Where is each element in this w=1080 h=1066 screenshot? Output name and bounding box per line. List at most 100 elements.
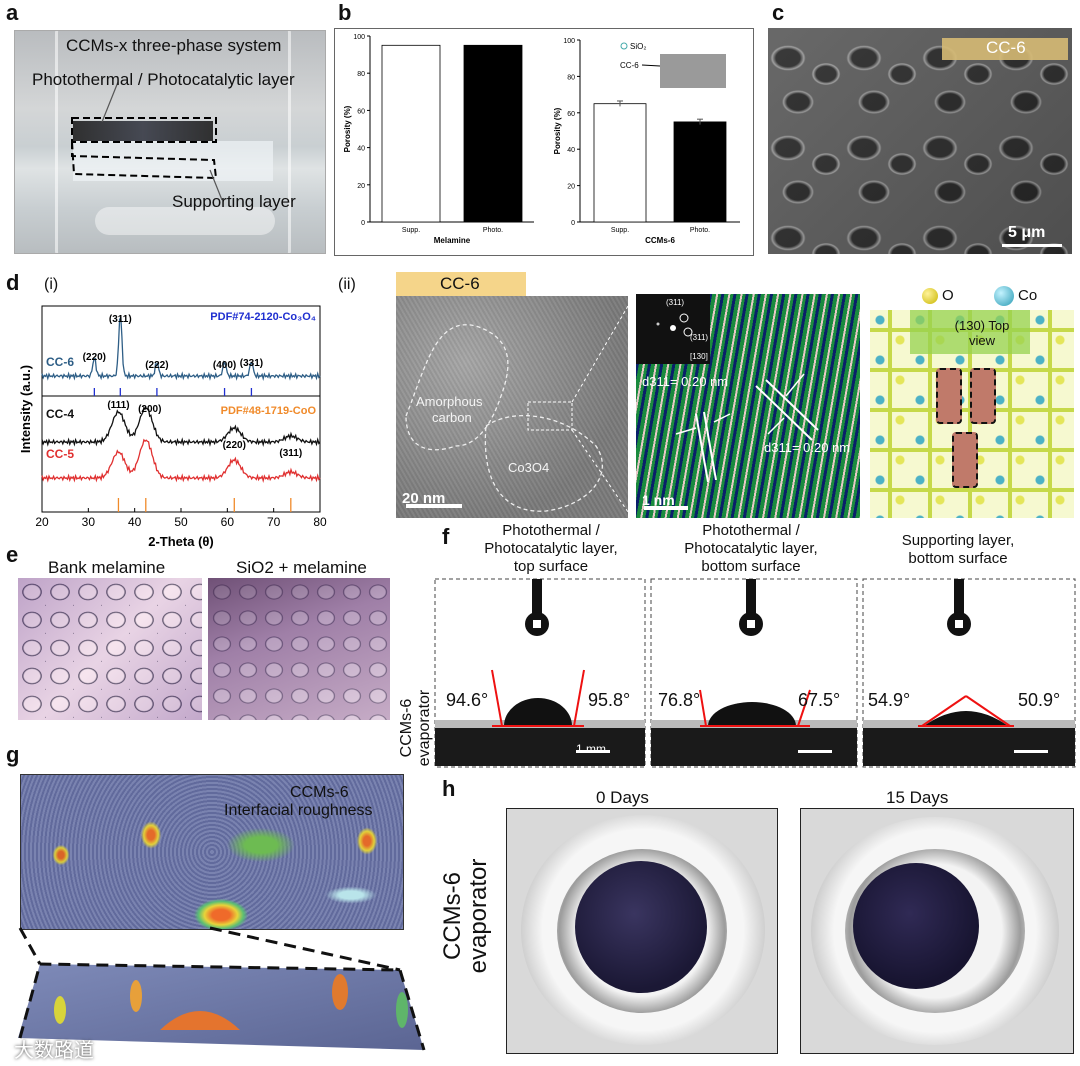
panel-g-title-2: Interfacial roughness [224,802,373,819]
panel-e-sio2-melamine [208,578,390,720]
panel-label-d: d [6,270,20,295]
fft-spot-3 [656,322,660,326]
panel-h-beaker-0-days [506,808,778,1054]
legend-sio2: SiO₂ [630,42,646,51]
panel-label-b: b [338,0,352,25]
x-tick-label: 50 [174,515,188,529]
f-side-line-1: CCMs-6 [398,698,415,758]
fft-center [670,325,676,331]
co3o4-outline [484,414,603,512]
f-header-1-line-2: Photocatalytic layer, [484,540,618,557]
f-side-label: CCMs-6 evaporator [396,690,436,767]
co3o4-label: Co3O4 [508,460,550,475]
panel-d-sub-i: (i) [44,276,59,293]
h-side-line-2: evaporator [465,858,492,974]
3d-peak-2 [54,996,66,1024]
f-header-2: Photothermal / Photocatalytic layer, bot… [676,522,826,576]
hrtem-image [636,294,860,518]
angle-1-left: 94.6° [446,690,489,710]
tem-scalebar [406,504,462,508]
y-tick-label: 80 [357,71,365,78]
contact-frame-1 [434,578,646,768]
watermark: 大数路道 [14,1040,94,1062]
tem-tag-bg [396,272,526,296]
panel-g-title-1: CCMs-6 [290,784,349,801]
d-arrow-2 [713,413,731,423]
panel-h-beaker-15-days [800,808,1074,1054]
series-label-cc4: CC-4 [46,407,74,421]
panel-g-roughness-map [20,774,404,930]
panel-e-bank-melamine [18,578,202,720]
angle-1-right: 95.8° [588,690,631,710]
angle-3-left: 54.9° [868,690,911,710]
panel-h-day15: 15 Days [886,788,949,807]
panel-c-scalebar [1002,244,1062,247]
crystal-structure [870,310,1074,518]
y-tick-label: 40 [357,146,365,153]
annotation-arrow [641,64,661,67]
y-tick-label: 60 [567,111,575,118]
contact-angle-panels [434,578,1076,768]
3d-outline [18,962,426,1051]
bar-photo [673,121,727,223]
x-tick-label: 20 [35,515,49,529]
y-tick-label: 40 [567,147,575,154]
3d-peak-1 [130,980,142,1012]
x-axis-title: CCMs-6 [645,236,675,245]
f-header-2-line-2: Photocatalytic layer, [684,540,818,557]
panel-d-sub-ii: (ii) [338,276,356,293]
panel-label-h: h [442,776,456,801]
panel-e-left-title: Bank melamine [48,558,166,577]
zoom-box [527,401,573,431]
contact-frame-2 [650,578,858,768]
x-tick-label: 70 [267,515,281,529]
panel-a-bottom-label: Supporting layer [172,192,296,211]
zoom-line-left [18,927,42,965]
peak-label-cc6: (311) [109,314,132,325]
legend-sio2-marker [620,42,628,50]
panel-g-3d-view [18,926,426,1051]
f-header-1-line-1: Photothermal / [502,522,600,539]
xrd-line-cc-6 [41,316,321,381]
y-tick-label: 80 [567,74,575,81]
3d-peak-4 [396,992,408,1028]
struct-co-label: Co [1018,287,1038,304]
panel-c-sem [768,28,1072,254]
zoom-line-top [571,305,628,403]
3d-peak-3 [332,974,348,1010]
series-label-cc6: CC-6 [46,355,74,369]
d-line-3 [755,385,813,441]
y-tick-label: 20 [567,184,575,191]
d-line-1 [695,413,709,483]
bar-supp [381,44,441,223]
angle-3-right: 50.9° [1018,690,1061,710]
peak-label-cc4: (111) [107,400,129,411]
arrow-bottom [209,169,223,201]
tem-scale: 20 nm [402,490,446,507]
fft-label-2: (311) [690,333,709,342]
panel-label-f: f [442,524,450,549]
support-layer-box [71,141,218,180]
h-side-line-1: CCMs-6 [439,872,466,960]
panel-c-tag: CC-6 [986,38,1026,57]
d-arrow-4 [767,417,785,435]
peak-label-cc4: (220) [223,440,246,451]
panel-a-title: CCMs-x three-phase system [66,36,282,55]
hrtem-overlay [644,313,819,510]
d-spacing-label-2: d311= 0.20 nm [764,440,851,455]
hrtem-scale: 1 nm [642,492,675,508]
d-line-4 [765,379,819,431]
series-label-cc5: CC-5 [46,447,74,461]
y-axis-title: Porosity (%) [343,105,352,152]
xrd-line-cc-5 [41,438,321,483]
struct-o-label: O [942,287,954,304]
x-tick-label: 40 [128,515,142,529]
zoom-line-bottom [571,429,628,513]
d-line-2 [703,411,717,481]
y-axis-title: Intensity (a.u.) [18,365,33,453]
chart-ccms6: 0 20 40 60 80 100 Supp. Photo. CCMs-6 Porosity (%… [553,38,740,245]
f-scale: 1 mm [576,742,606,756]
peak-label-cc6: (400) [213,360,236,371]
panel-h-side-label: CCMs-6 evaporator [436,840,496,990]
f-header-3-line-1: Supporting layer, [901,532,1015,549]
